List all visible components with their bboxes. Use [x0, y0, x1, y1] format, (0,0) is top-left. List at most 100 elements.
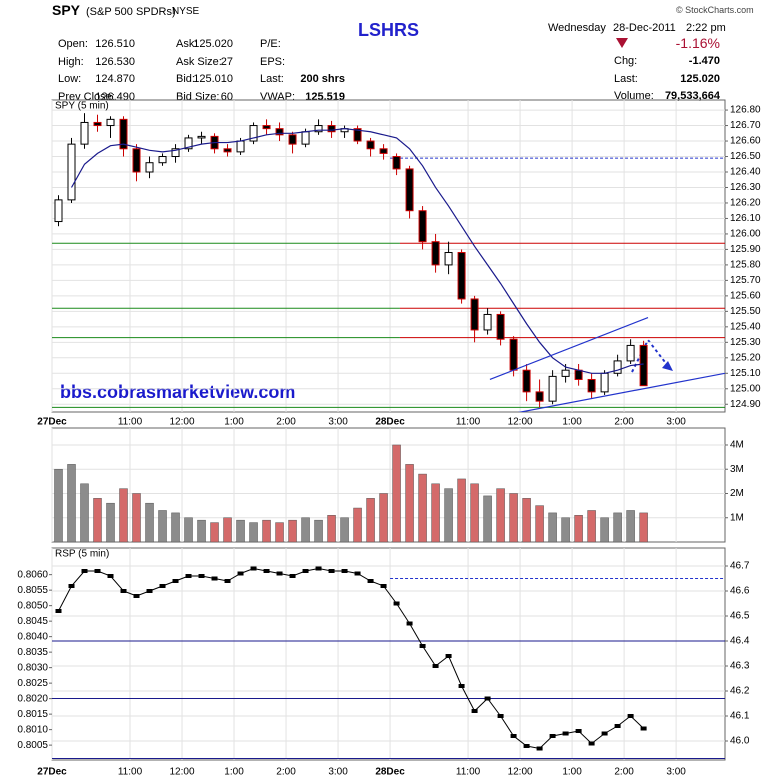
- x-tick-label: 1:00: [562, 417, 582, 428]
- trend-line: [489, 316, 649, 381]
- symbol: SPY: [52, 2, 81, 18]
- volume-bar: [353, 507, 362, 543]
- volume-bar: [496, 488, 505, 543]
- volume-bar: [340, 517, 349, 543]
- candle-body: [600, 372, 609, 393]
- y-tick-label: 125.10: [730, 368, 761, 379]
- volume-bar: [80, 483, 89, 543]
- volume-bar: [262, 519, 271, 543]
- volume-bar: [301, 517, 310, 543]
- y-tick-label: 126.00: [730, 229, 761, 240]
- quote-label: Ask Size:: [176, 55, 222, 68]
- y-tick-label: 46.5: [730, 611, 750, 622]
- candle-body: [106, 118, 115, 127]
- forecast-arrow: [631, 338, 669, 373]
- stat-value: -1.470: [688, 55, 720, 67]
- y-tick-label: 3M: [730, 464, 744, 475]
- stat-label: Volume:: [614, 90, 654, 102]
- name: (S&P 500 SPDRs): [86, 6, 176, 18]
- candle-body: [54, 199, 63, 223]
- volume-bar: [184, 517, 193, 543]
- volume-bar: [561, 517, 570, 543]
- x-tick-label: 28Dec: [375, 417, 405, 428]
- y-tick-label: 2M: [730, 488, 744, 499]
- trend-line: [517, 372, 725, 412]
- candle-body: [275, 128, 284, 136]
- volume-bar: [93, 498, 102, 543]
- weekday: Wednesday: [548, 22, 606, 34]
- panel-title: SPY (5 min): [55, 101, 109, 112]
- quote-value: 27: [220, 55, 233, 68]
- volume-bar: [366, 498, 375, 543]
- volume-bar: [379, 493, 388, 543]
- quote-label: Ask:: [176, 38, 198, 50]
- quote-value: 200 shrs: [300, 73, 345, 85]
- quote-label: P/E:: [260, 38, 281, 50]
- volume-bar: [158, 510, 167, 543]
- y-tick-label: 46.3: [730, 661, 750, 672]
- candle-body: [158, 156, 167, 164]
- volume-bar: [197, 519, 206, 543]
- y-tick-label: 125.50: [730, 306, 761, 317]
- watermark: bbs.cobrasmarketview.com: [60, 382, 296, 402]
- volume-bar: [223, 517, 232, 543]
- x-tick-label: 1:00: [224, 767, 244, 778]
- volume-bar: [210, 522, 219, 543]
- y2-tick-label: 0.8035: [17, 647, 48, 658]
- volume-bar: [457, 478, 466, 543]
- y2-tick-label: 0.8030: [17, 662, 48, 673]
- arrow-head: [662, 361, 673, 371]
- volume-bar: [288, 519, 297, 543]
- quote-value: 124.870: [95, 73, 135, 85]
- volume-bar: [639, 512, 648, 543]
- volume-bar: [535, 505, 544, 543]
- y-tick-label: 126.20: [730, 198, 761, 209]
- x-tick-label: 27Dec: [37, 767, 67, 778]
- quote-label: Bid:: [176, 73, 195, 85]
- quote-label: Low:: [58, 73, 82, 85]
- candle-body: [418, 210, 427, 243]
- volume-bar: [470, 483, 479, 543]
- y-tick-label: 1M: [730, 512, 744, 523]
- quote-value: 126.510: [95, 38, 135, 50]
- y2-tick-label: 0.8015: [17, 709, 48, 720]
- volume-bar: [145, 502, 154, 543]
- y2-tick-label: 0.8055: [17, 585, 48, 596]
- candle-body: [496, 313, 505, 340]
- quote-label: Last:: [260, 73, 284, 85]
- x-tick-label: 28Dec: [375, 767, 405, 778]
- exchange: NYSE: [172, 6, 200, 17]
- x-tick-label: 2:00: [276, 417, 296, 428]
- y-tick-label: 126.60: [730, 136, 761, 147]
- x-tick-label: 11:00: [118, 767, 143, 778]
- candle-body: [184, 137, 193, 150]
- x-tick-label: 11:00: [456, 417, 481, 428]
- panel-title: RSP (5 min): [55, 549, 109, 560]
- y-tick-label: 125.90: [730, 244, 761, 255]
- volume-bar: [275, 522, 284, 543]
- volume-bar: [314, 519, 323, 543]
- stat-label: Last:: [614, 72, 638, 85]
- candle-body: [379, 148, 388, 154]
- candle-body: [93, 121, 102, 127]
- candle-body: [548, 375, 557, 402]
- volume-bar: [392, 444, 401, 543]
- candle-body: [249, 125, 258, 142]
- y-tick-label: 125.00: [730, 383, 761, 394]
- candle-body: [119, 118, 128, 150]
- y-tick-label: 46.4: [730, 636, 750, 647]
- candle-body: [535, 391, 544, 402]
- stat-label: Chg:: [614, 55, 638, 67]
- title: LSHRS: [358, 20, 420, 40]
- y2-tick-label: 0.8045: [17, 616, 48, 627]
- y-tick-label: 126.30: [730, 182, 761, 193]
- volume-bar: [171, 512, 180, 543]
- volume-bar: [249, 522, 258, 543]
- x-tick-label: 2:00: [276, 767, 296, 778]
- x-tick-label: 3:00: [328, 767, 348, 778]
- volume-bar: [431, 483, 440, 543]
- y-tick-label: 125.40: [730, 321, 761, 332]
- stat-value: 125.020: [680, 72, 720, 85]
- candle-body: [613, 360, 622, 374]
